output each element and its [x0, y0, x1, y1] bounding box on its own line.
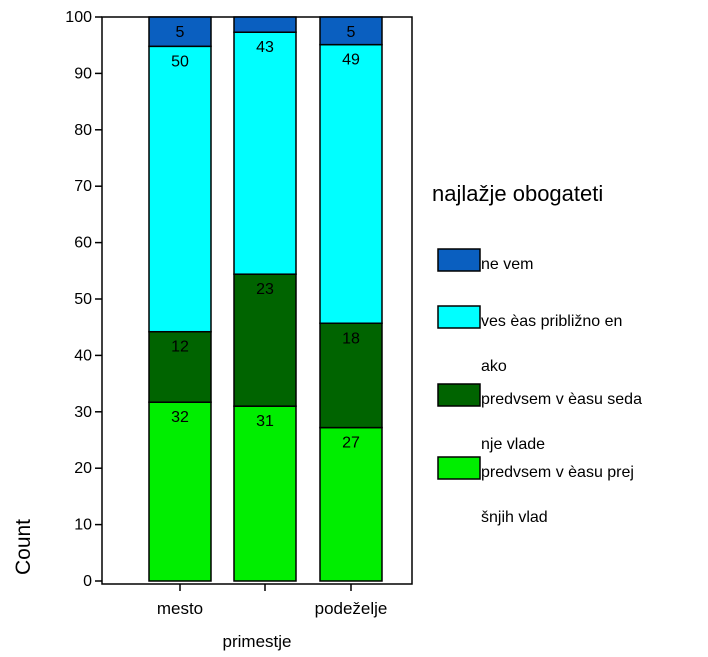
data-label-0-3: 5: [176, 24, 185, 41]
legend-label-1-1: nje vlade: [481, 436, 545, 453]
bar-segment-2-2: [319, 43, 383, 325]
legend-swatch-1: [437, 383, 481, 407]
legend-label-2-0: ves èas približno en: [481, 313, 622, 330]
y-tick-label-40: 40: [74, 347, 92, 364]
data-label-2-1: 18: [342, 330, 360, 347]
legend-swatch-3: [437, 248, 481, 272]
data-label-2-2: 49: [342, 52, 360, 69]
data-label-1-0: 31: [256, 413, 274, 430]
x-tick-label-2: podeželje: [315, 599, 388, 618]
legend-label-2-1: ako: [481, 358, 507, 375]
legend-label-1-0: predvsem v èasu seda: [481, 391, 642, 408]
y-axis-title: Count: [12, 519, 35, 575]
bar-segment-2-0: [319, 426, 383, 582]
bar-segment-2-3: [319, 16, 383, 46]
legend-swatch-2: [437, 305, 481, 329]
legend-label-0-0: predvsem v èasu prej: [481, 464, 634, 481]
bar-segment-1-3: [233, 16, 297, 33]
y-tick-label-70: 70: [74, 178, 92, 195]
legend-swatch-0: [437, 456, 481, 480]
bar-segment-2-1: [319, 322, 383, 429]
y-axis: 0 10 20 30 40 50 60 70 80 90 100: [65, 9, 102, 590]
legend-title: najlažje obogateti: [432, 181, 603, 206]
data-label-2-0: 27: [342, 435, 360, 452]
legend: ne vem ves èas približno en ako predvsem v …: [437, 248, 642, 526]
y-tick-label-0: 0: [83, 573, 92, 590]
y-tick-label-10: 10: [74, 517, 92, 534]
data-label-0-2: 50: [171, 53, 189, 70]
y-tick-label-30: 30: [74, 404, 92, 421]
y-tick-label-90: 90: [74, 65, 92, 82]
bar-segment-0-2: [148, 45, 212, 333]
x-axis-title: primestje: [223, 632, 292, 651]
legend-label-3-0: ne vem: [481, 256, 533, 273]
y-tick-label-20: 20: [74, 460, 92, 477]
y-tick-label-60: 60: [74, 235, 92, 252]
data-label-1-1: 23: [256, 281, 274, 298]
bar-segment-1-2: [233, 31, 297, 275]
y-tick-label-50: 50: [74, 291, 92, 308]
y-tick-label-100: 100: [65, 9, 92, 26]
y-tick-label-80: 80: [74, 122, 92, 139]
bars-group: [148, 16, 383, 582]
x-axis: mesto podeželje: [157, 584, 388, 618]
data-label-2-3: 5: [347, 24, 356, 41]
bar-segment-1-0: [233, 405, 297, 582]
data-label-0-1: 12: [171, 339, 189, 356]
bar-segment-0-3: [148, 16, 212, 48]
bar-segment-0-1: [148, 330, 212, 403]
x-tick-label-0: mesto: [157, 599, 203, 618]
legend-label-0-1: šnjih vlad: [481, 509, 548, 526]
bar-segment-1-1: [233, 273, 297, 407]
data-labels-group: 32 12 50 5 31 23 43 27 18 49 5: [171, 24, 360, 452]
data-label-0-0: 32: [171, 409, 189, 426]
data-label-1-2: 43: [256, 39, 274, 56]
bar-segment-0-0: [148, 401, 212, 582]
